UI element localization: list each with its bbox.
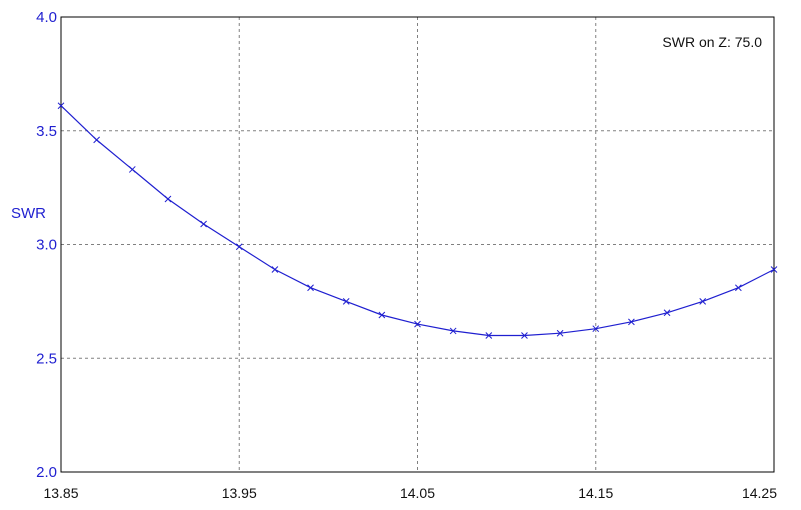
data-point-marker	[57, 102, 65, 110]
data-point-marker	[128, 166, 136, 173]
data-point-marker	[271, 266, 279, 273]
data-point-marker	[556, 329, 564, 337]
series-layer	[57, 102, 778, 339]
data-point-marker	[342, 298, 350, 305]
grid-lines	[61, 17, 774, 472]
data-point-marker	[770, 266, 778, 273]
x-tick-label-0: 13.85	[43, 485, 78, 501]
x-tick-label-4: 14.25	[742, 485, 777, 501]
x-tick-label-3: 14.15	[578, 485, 613, 501]
x-tick-label-2: 14.05	[400, 485, 435, 501]
plot-frame	[60, 16, 775, 473]
y-tick-label-2: 3.0	[36, 237, 57, 254]
data-point-marker	[734, 284, 742, 292]
data-point-marker	[235, 243, 243, 251]
y-tick-label-1: 2.5	[36, 350, 57, 367]
data-point-marker	[485, 332, 493, 339]
data-point-marker	[449, 327, 457, 335]
x-tick-labels: 13.85 13.95 14.05 14.15 14.25	[43, 485, 777, 501]
data-point-marker	[414, 320, 421, 328]
y-axis-label: SWR	[11, 205, 46, 222]
y-tick-labels: 2.0 2.5 3.0 3.5 4.0	[36, 9, 57, 481]
data-point-marker	[521, 332, 528, 339]
data-point-marker	[200, 220, 207, 228]
x-tick-label-1: 13.95	[222, 485, 257, 501]
data-point-marker	[307, 284, 314, 292]
y-tick-label-0: 2.0	[36, 464, 57, 481]
data-point-marker	[663, 309, 671, 317]
data-point-marker	[378, 311, 386, 319]
data-point-marker	[699, 298, 707, 305]
y-tick-label-3: 3.5	[36, 123, 57, 140]
data-point-marker	[592, 325, 600, 333]
data-point-marker	[164, 195, 172, 203]
data-point-marker	[93, 136, 101, 144]
swr-annotation: SWR on Z: 75.0	[662, 34, 762, 50]
y-tick-label-4: 4.0	[36, 9, 57, 26]
data-point-marker	[628, 318, 635, 326]
